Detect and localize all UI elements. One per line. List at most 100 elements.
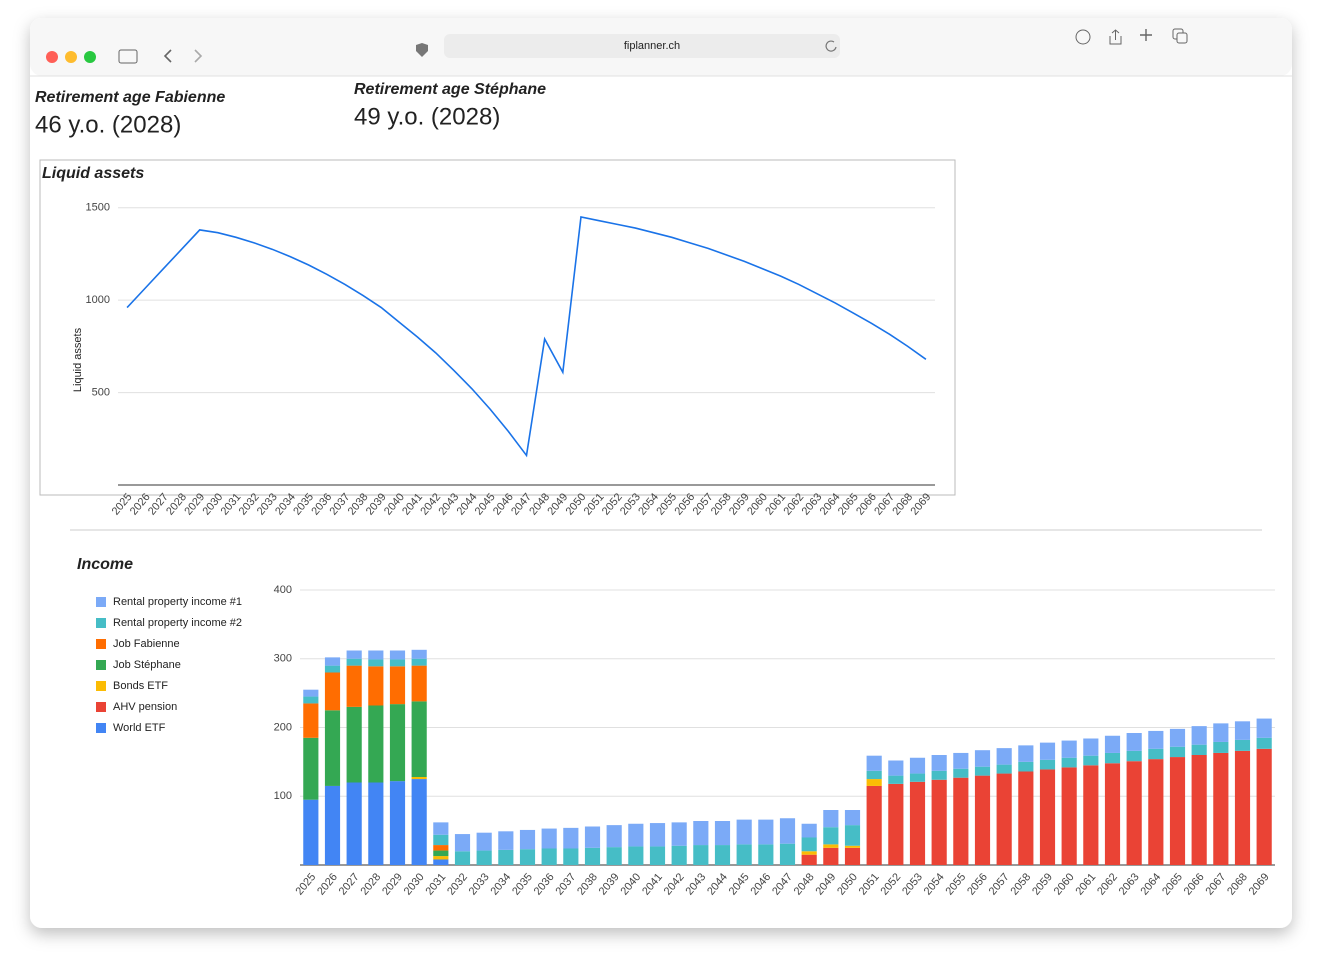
bar-segment bbox=[1169, 746, 1186, 758]
bar-segment bbox=[888, 783, 904, 865]
bar-segment bbox=[346, 782, 362, 865]
bar-segment bbox=[1256, 718, 1272, 738]
y-tick-label: 1000 bbox=[86, 294, 110, 306]
bar-segment bbox=[801, 823, 817, 838]
bar-segment bbox=[866, 785, 882, 865]
kpi-value: 49 y.o. (2028) bbox=[354, 103, 500, 130]
legend-swatch bbox=[96, 597, 106, 607]
new-tab-button[interactable] bbox=[1140, 29, 1152, 41]
bar-segment bbox=[303, 799, 319, 865]
bar-segment bbox=[584, 826, 601, 848]
chart-title: Income bbox=[77, 556, 133, 573]
legend-swatch bbox=[96, 723, 106, 733]
bar-segment bbox=[346, 650, 362, 659]
bar-segment bbox=[1148, 759, 1164, 865]
bar-segment bbox=[389, 781, 406, 865]
kpi-label: Retirement age Fabienne bbox=[35, 89, 225, 106]
bar-segment bbox=[324, 672, 341, 711]
url: fiplanner.ch bbox=[624, 40, 680, 52]
bar-segment bbox=[1018, 761, 1034, 772]
bar-segment bbox=[411, 665, 427, 702]
downloads-button[interactable] bbox=[1075, 29, 1091, 45]
bar-segment bbox=[909, 773, 926, 782]
bar-segment bbox=[411, 701, 427, 777]
minimize-button[interactable] bbox=[65, 51, 77, 63]
bar-segment bbox=[779, 818, 796, 844]
bar-segment bbox=[1213, 723, 1229, 742]
bar-segment bbox=[1083, 755, 1099, 766]
bar-segment bbox=[649, 823, 666, 847]
bar-segment bbox=[844, 810, 861, 826]
bar-segment bbox=[411, 779, 427, 865]
bar-segment bbox=[823, 827, 839, 845]
bar-segment bbox=[346, 706, 362, 783]
bar-segment bbox=[844, 825, 861, 846]
bar-segment bbox=[368, 666, 384, 706]
legend-label: Bonds ETF bbox=[113, 680, 168, 692]
back-button[interactable] bbox=[163, 49, 172, 63]
bar-segment bbox=[974, 775, 991, 865]
bar-segment bbox=[671, 822, 687, 846]
reload-button[interactable] bbox=[825, 40, 837, 52]
zoom-button[interactable] bbox=[84, 51, 96, 63]
bar-segment bbox=[909, 781, 926, 865]
y-tick-label: 1500 bbox=[86, 202, 110, 214]
bar-segment bbox=[1061, 767, 1077, 865]
legend-label: Rental property income #1 bbox=[113, 596, 242, 608]
address-bar[interactable] bbox=[444, 34, 840, 58]
bar-segment bbox=[411, 777, 427, 780]
bar-segment bbox=[823, 844, 839, 848]
bar-segment bbox=[389, 704, 406, 782]
bar-segment bbox=[1018, 745, 1034, 762]
bar-segment bbox=[844, 845, 861, 848]
bar-segment bbox=[693, 845, 709, 865]
bar-segment bbox=[519, 849, 536, 865]
bar-segment bbox=[1061, 740, 1077, 758]
sidebar-button[interactable] bbox=[118, 49, 138, 64]
bar-segment bbox=[1234, 750, 1251, 865]
bar-segment bbox=[324, 710, 341, 786]
bar-segment bbox=[736, 844, 752, 865]
bar-segment bbox=[1104, 752, 1121, 764]
bar-segment bbox=[1256, 748, 1272, 865]
bar-segment bbox=[974, 766, 991, 776]
bar-segment bbox=[324, 785, 341, 865]
bar-segment bbox=[909, 757, 926, 774]
bar-segment bbox=[454, 851, 471, 865]
legend-swatch bbox=[96, 660, 106, 670]
tabs-button-back[interactable] bbox=[1176, 32, 1188, 44]
bar-segment bbox=[433, 845, 449, 851]
bar-segment bbox=[346, 658, 362, 666]
bar-segment bbox=[931, 779, 947, 865]
bar-segment bbox=[1104, 735, 1121, 753]
bar-segment bbox=[974, 750, 991, 767]
bar-segment bbox=[303, 689, 319, 697]
bar-segment bbox=[1126, 761, 1142, 865]
bar-segment bbox=[779, 843, 796, 865]
bar-segment bbox=[389, 666, 406, 705]
bar-segment bbox=[324, 657, 341, 666]
privacy-icon[interactable] bbox=[416, 43, 428, 57]
bar-segment bbox=[324, 665, 341, 673]
y-tick-label: 200 bbox=[274, 721, 292, 733]
bar-segment bbox=[801, 837, 817, 852]
bar-segment bbox=[346, 665, 362, 707]
forward-button[interactable] bbox=[194, 49, 203, 63]
bar-segment bbox=[1039, 769, 1056, 865]
bar-segment bbox=[996, 773, 1012, 865]
close-button[interactable] bbox=[46, 51, 58, 63]
bar-segment bbox=[303, 737, 319, 800]
bar-segment bbox=[866, 755, 882, 771]
y-tick-label: 300 bbox=[274, 653, 292, 665]
bar-segment bbox=[1234, 739, 1251, 751]
bar-segment bbox=[888, 760, 904, 776]
bar-segment bbox=[498, 831, 514, 850]
bar-segment bbox=[1191, 726, 1207, 745]
share-button[interactable] bbox=[1109, 29, 1122, 45]
y-tick-label: 500 bbox=[92, 386, 110, 398]
bar-segment bbox=[368, 705, 384, 783]
bar-segment bbox=[888, 775, 904, 784]
bar-segment bbox=[389, 659, 406, 667]
